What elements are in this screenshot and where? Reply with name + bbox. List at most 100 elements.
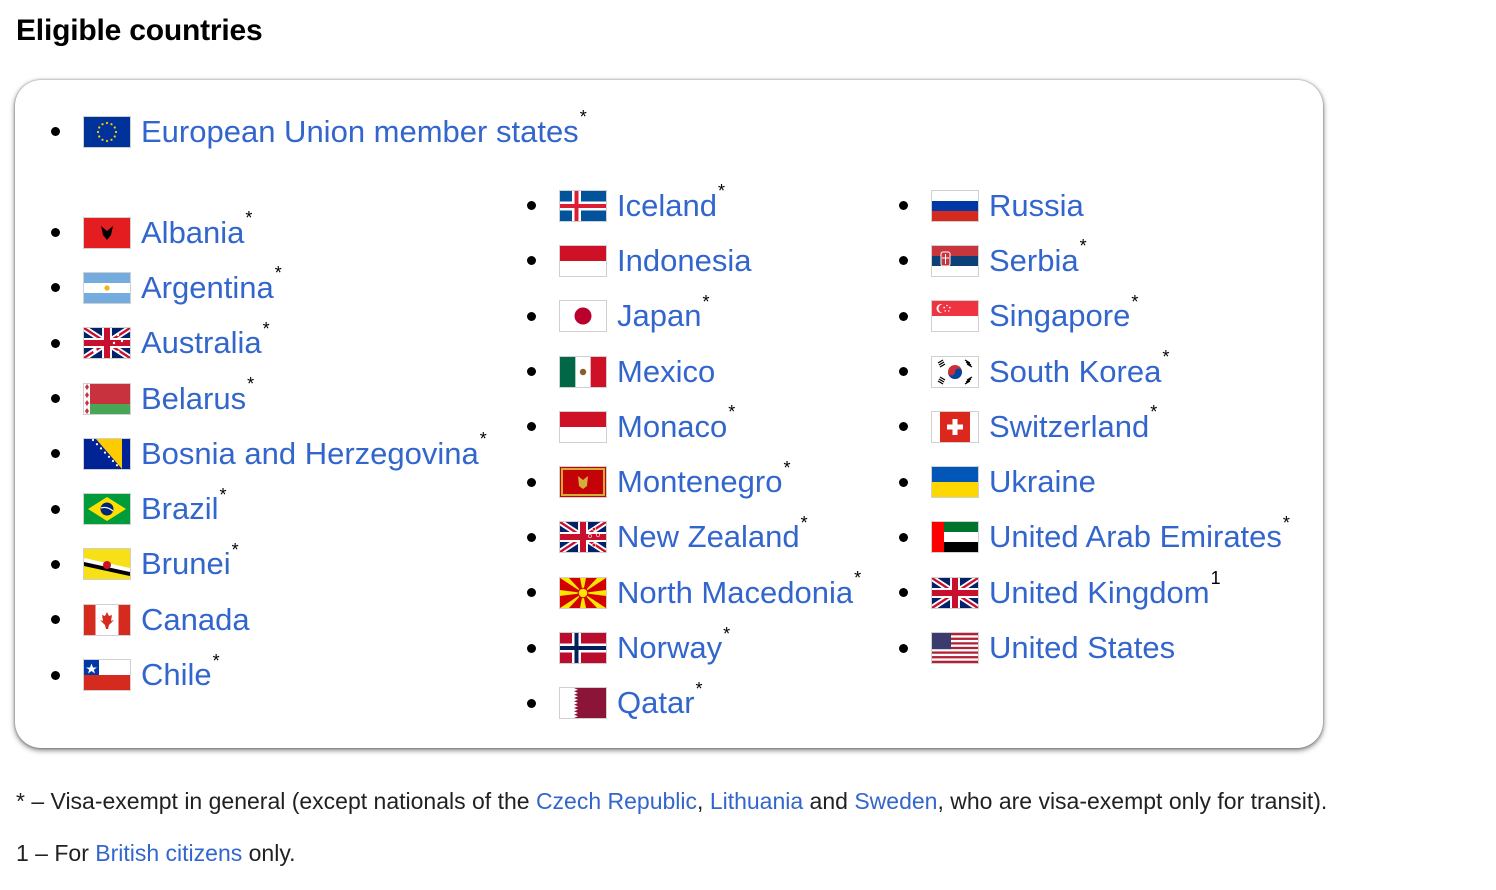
footnote-mark: * — [245, 208, 253, 229]
footnote-mark: * — [695, 678, 703, 699]
belarus-flag-icon — [84, 383, 130, 414]
country-link-russia[interactable]: Russia — [989, 187, 1084, 223]
bullet — [527, 532, 536, 542]
footnote-mark: * — [717, 181, 725, 202]
newzealand-flag-icon — [560, 522, 606, 553]
list-item-indonesia: Indonesia — [527, 233, 861, 288]
footnote-mark: * — [1079, 236, 1087, 257]
country-link-australia[interactable]: Australia — [141, 325, 262, 361]
list-item-norway: Norway * — [527, 620, 861, 675]
country-link-chile[interactable]: Chile — [141, 657, 212, 693]
bullet — [51, 670, 60, 680]
country-column-2: Iceland * Indonesia Japan * Mexico Monaco * Mont… — [527, 178, 861, 731]
bullet — [527, 201, 536, 211]
country-link[interactable]: European Union member states — [141, 113, 579, 149]
list-item-albania: Albania * — [51, 205, 487, 260]
bullet — [51, 228, 60, 238]
singapore-flag-icon — [932, 301, 978, 332]
country-link-iceland[interactable]: Iceland — [617, 187, 717, 223]
norway-flag-icon — [560, 633, 606, 664]
footnote-mark: * — [479, 429, 487, 450]
footnote-mark: * — [723, 623, 731, 644]
list-item-newzealand: New Zealand * — [527, 510, 861, 565]
list-item-uk: United Kingdom 1 — [899, 565, 1290, 620]
footnote-mark: * — [1282, 512, 1290, 533]
monaco-flag-icon — [560, 411, 606, 442]
country-link-norway[interactable]: Norway — [617, 630, 723, 666]
list-item-chile: Chile * — [51, 647, 487, 702]
country-column-3: Russia Serbia * Singapore * South Korea * Switz… — [899, 178, 1290, 676]
czech-republic-link[interactable]: Czech Republic — [535, 788, 698, 814]
footnote-mark: * — [579, 107, 587, 128]
country-link-qatar[interactable]: Qatar — [617, 685, 695, 721]
list-item-ukraine: Ukraine — [899, 454, 1290, 509]
list-item-macedonia: North Macedonia * — [527, 565, 861, 620]
mexico-flag-icon — [560, 356, 606, 387]
footnote-mark: * — [783, 457, 791, 478]
macedonia-flag-icon — [560, 577, 606, 608]
country-link-brunei[interactable]: Brunei — [141, 546, 231, 582]
bullet — [899, 477, 908, 487]
list-item-southkorea: South Korea * — [899, 344, 1290, 399]
country-link-southkorea[interactable]: South Korea — [989, 353, 1162, 389]
country-link-brazil[interactable]: Brazil — [141, 491, 219, 527]
list-item-montenegro: Montenegro * — [527, 454, 861, 509]
country-link-indonesia[interactable]: Indonesia — [617, 242, 752, 278]
bullet — [899, 201, 908, 211]
country-link-switzerland[interactable]: Switzerland — [989, 408, 1150, 444]
bosnia-flag-icon — [84, 438, 130, 469]
country-link-belarus[interactable]: Belarus — [141, 380, 247, 416]
indonesia-flag-icon — [560, 245, 606, 276]
bullet — [51, 127, 60, 137]
footnote-mark: * — [1162, 347, 1170, 368]
country-link-monaco[interactable]: Monaco — [617, 408, 728, 444]
bullet — [899, 311, 908, 321]
bullet — [899, 588, 908, 598]
countries-card: European Union member states * Albania * A… — [15, 80, 1323, 748]
list-item-japan: Japan * — [527, 289, 861, 344]
list-item-iceland: Iceland * — [527, 178, 861, 233]
country-link-newzealand[interactable]: New Zealand — [617, 519, 800, 555]
country-link-japan[interactable]: Japan — [617, 298, 702, 334]
country-link-canada[interactable]: Canada — [141, 601, 250, 637]
country-link-singapore[interactable]: Singapore — [989, 298, 1131, 334]
country-link-argentina[interactable]: Argentina — [141, 269, 274, 305]
list-item-australia: Australia * — [51, 316, 487, 371]
footnote-text: , — [697, 788, 710, 814]
lithuania-link[interactable]: Lithuania — [709, 788, 804, 814]
list-item-switzerland: Switzerland * — [899, 399, 1290, 454]
brunei-flag-icon — [84, 549, 130, 580]
country-link-uae[interactable]: United Arab Emirates — [989, 519, 1282, 555]
chile-flag-icon — [84, 660, 130, 691]
list-item-bosnia: Bosnia and Herzegovina * — [51, 426, 487, 481]
country-link-ukraine[interactable]: Ukraine — [989, 464, 1096, 500]
list-item-russia: Russia — [899, 178, 1290, 233]
footnote-mark: * — [274, 263, 282, 284]
country-link-mexico[interactable]: Mexico — [617, 353, 716, 389]
list-item-uae: United Arab Emirates * — [899, 510, 1290, 565]
footnote-text: 1 – For — [16, 840, 96, 866]
country-link-uk[interactable]: United Kingdom — [989, 574, 1210, 610]
country-link-bosnia[interactable]: Bosnia and Herzegovina — [141, 435, 479, 471]
country-link-usa[interactable]: United States — [989, 630, 1176, 666]
bullet — [51, 394, 60, 404]
list-item-belarus: Belarus * — [51, 371, 487, 426]
bullet — [899, 532, 908, 542]
bullet — [527, 367, 536, 377]
country-link-serbia[interactable]: Serbia — [989, 242, 1079, 278]
bullet — [527, 588, 536, 598]
british-citizens-link[interactable]: British citizens — [95, 840, 243, 866]
bullet — [51, 338, 60, 348]
country-link-montenegro[interactable]: Montenegro — [617, 464, 783, 500]
brazil-flag-icon — [84, 494, 130, 525]
southkorea-flag-icon — [932, 356, 978, 387]
list-item-eu: European Union member states * — [51, 104, 587, 159]
bullet — [51, 615, 60, 625]
country-link-macedonia[interactable]: North Macedonia — [617, 574, 854, 610]
list-item-usa: United States — [899, 620, 1290, 675]
bullet — [899, 256, 908, 266]
sweden-link[interactable]: Sweden — [854, 788, 938, 814]
footnote-mark: * — [854, 568, 862, 589]
ukraine-flag-icon — [932, 467, 978, 498]
country-link-albania[interactable]: Albania — [141, 214, 245, 250]
